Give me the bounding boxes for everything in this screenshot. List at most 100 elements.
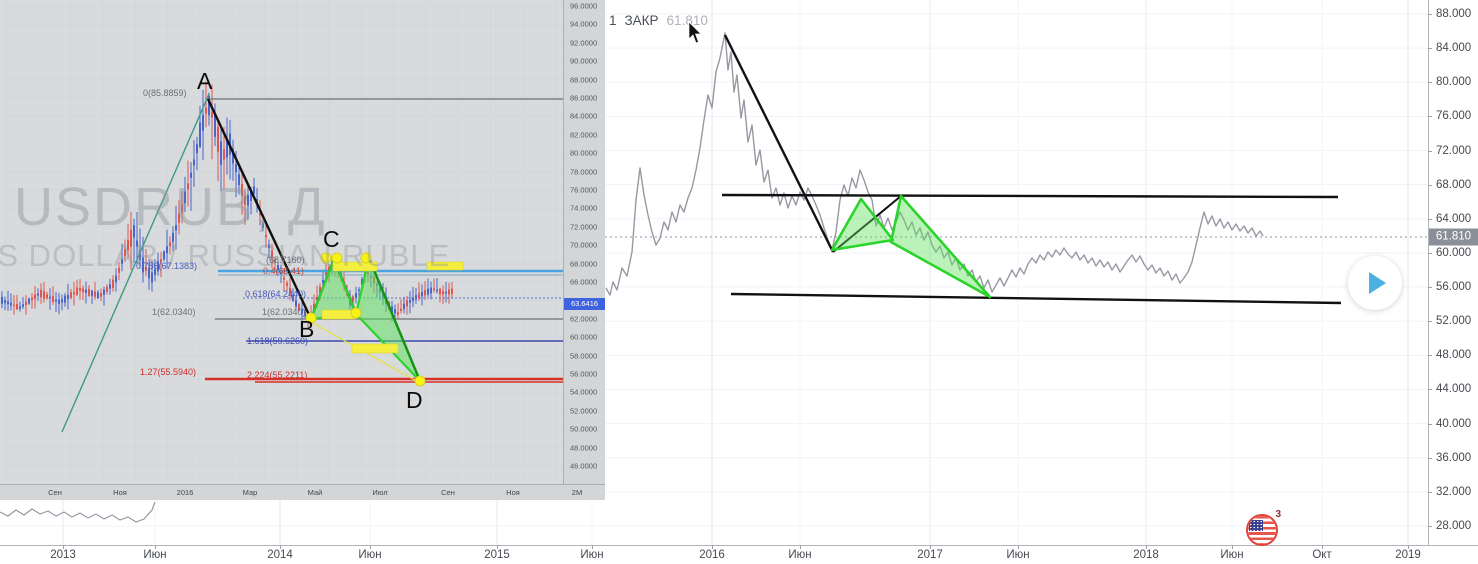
price-tick-label: 80.0000 [570,148,598,158]
time-tick-mark [1018,545,1019,549]
price-tick-mark [1428,184,1432,186]
time-tick-label: 2018 [1133,549,1159,561]
pattern-anchor-dot [320,252,332,264]
time-tick-label: 2014 [267,549,293,561]
mouse-cursor-icon [688,22,702,44]
fib-level-label: 1.27(55.5940) [140,367,197,377]
time-tick-label: Май [307,488,323,497]
economic-events-flag-icon[interactable]: 3 [1246,509,1281,546]
price-tick-label: 76.000 [1436,110,1472,123]
last-price-badge: 61.810 [1429,228,1478,246]
fib-level-label: 1.618(59.6260) [247,336,309,346]
time-tick-label: 2015 [484,549,510,561]
time-tick-mark [497,545,498,549]
price-tick-label: 72.0000 [570,222,598,232]
time-tick-label: Июн [580,549,604,561]
price-tick-label: 96.0000 [570,1,598,11]
harmonic-pattern-triangle [889,194,992,299]
chart-legend[interactable]: 1 ЗАКР 61.810 [609,13,708,28]
price-tick-label: 78.0000 [570,167,598,177]
overlay-chart-image[interactable]: USDRUB, Д US DOLLAR / RUSSIAN RUBLE A B … [0,0,605,500]
price-tick-label: 66.0000 [570,277,598,287]
time-tick-label: Сен [441,488,455,497]
price-axis-border [1428,0,1429,545]
price-tick-label: 88.0000 [570,75,598,85]
price-tick-mark [1428,491,1432,493]
pattern-line [206,98,313,320]
fib-level-label: 0.786(67.1383) [136,261,198,271]
time-tick-label: Июл [372,488,388,497]
time-tick-label: Июн [1006,549,1030,561]
pattern-point-a-label: A [197,68,213,94]
time-tick-mark [1232,545,1233,549]
time-tick-label: 2017 [917,549,943,561]
price-tick-mark [1428,525,1432,527]
time-tick-label: 2М [571,488,583,497]
fib-label-highlight [351,343,399,354]
time-tick-mark [155,545,156,549]
pattern-anchor-dot [350,307,362,319]
pattern-point-c-label: C [323,226,340,252]
overlay-chart-canvas[interactable] [0,0,605,500]
price-tick-label: 44.000 [1436,383,1472,396]
overlay-time-axis[interactable]: Сен Ноя 2016 Мар Май Июл Сен Ноя 2М [0,484,605,500]
time-tick-mark [1146,545,1147,549]
events-count-badge: 3 [1275,509,1281,520]
price-tick-label: 72.000 [1436,144,1472,157]
us-flag-icon [1246,514,1278,546]
fib-level-label: 1(62.0340) [262,307,306,317]
fib-level-label: 0.618(64.2440) [245,289,307,299]
price-tick-label: 54.0000 [570,387,598,397]
price-tick-label: 58.0000 [570,351,598,361]
time-tick-mark [1408,545,1409,549]
play-icon [1369,272,1386,294]
symbol-watermark: USDRUB, Д [14,177,327,237]
price-tick-label: 52.000 [1436,315,1472,328]
lower-channel-line [730,292,1342,305]
time-tick-label: Июн [143,549,167,561]
price-tick-mark [1428,14,1432,15]
price-tick-label: 36.000 [1436,451,1472,464]
price-tick-mark [1428,457,1432,459]
time-tick-mark [370,545,371,549]
price-tick-label: 46.0000 [570,461,598,471]
time-tick-label: Ноя [113,488,127,497]
price-line-series [605,32,1264,296]
time-tick-label: 2016 [176,488,194,497]
fib-label-highlight [332,261,378,272]
legend-close-value: 61.810 [666,13,708,28]
down-trendline [723,34,835,253]
legend-series-marker: 1 [609,13,617,28]
price-tick-label: 68.0000 [570,259,598,269]
price-tick-label: 74.0000 [570,203,598,213]
price-tick-mark [1428,82,1432,84]
time-tick-label: Мар [242,488,258,497]
price-tick-label: 32.000 [1436,485,1472,498]
price-tick-label: 88.000 [1436,8,1472,20]
overlay-last-price-badge: 63.6416 [564,298,605,310]
price-tick-label: 60.000 [1436,246,1472,259]
replay-play-button[interactable] [1348,256,1402,310]
time-tick-mark [930,545,931,549]
time-tick-label: 2016 [699,549,725,561]
time-tick-mark [1322,545,1323,549]
price-tick-mark [1428,218,1432,220]
overlay-price-axis[interactable]: 96.0000 94.0000 92.0000 90.0000 88.0000 86.00… [563,0,605,484]
price-tick-mark [1428,423,1432,425]
legend-close-label: ЗАКР [624,13,659,28]
price-tick-label: 90.0000 [570,56,598,66]
pattern-anchor-dot [414,375,426,387]
price-tick-label: 60.0000 [570,332,598,342]
price-tick-label: 86.0000 [570,93,598,103]
price-tick-label: 70.0000 [570,240,598,250]
upper-channel-line [721,193,1339,199]
price-tick-label: 56.000 [1436,281,1472,294]
time-tick-label: Сен [48,488,62,497]
time-tick-mark [592,545,593,549]
price-tick-mark [1428,389,1432,391]
pattern-anchor-dot [331,252,343,264]
price-tick-label: 84.000 [1436,42,1472,55]
price-tick-label: 52.0000 [570,406,598,416]
time-axis-border [0,545,1478,546]
price-tick-mark [1428,116,1432,118]
